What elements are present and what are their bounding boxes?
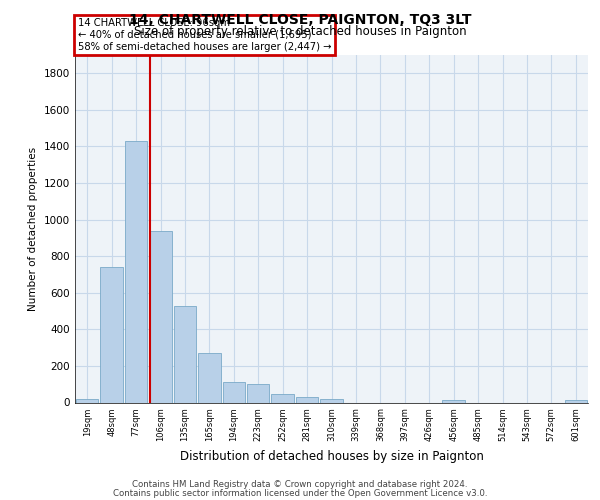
Bar (223, 382, 245, 402)
Text: 14, CHARTWELL CLOSE, PAIGNTON, TQ3 3LT: 14, CHARTWELL CLOSE, PAIGNTON, TQ3 3LT (129, 12, 471, 26)
Bar (247, 384, 269, 402)
Text: Contains public sector information licensed under the Open Government Licence v3: Contains public sector information licen… (113, 488, 487, 498)
Bar (76, 399, 98, 402)
Text: Contains HM Land Registry data © Crown copyright and database right 2024.: Contains HM Land Registry data © Crown c… (132, 480, 468, 489)
Text: 14 CHARTWELL CLOSE: 96sqm
← 40% of detached houses are smaller (1,695)
58% of se: 14 CHARTWELL CLOSE: 96sqm ← 40% of detac… (77, 18, 331, 52)
Bar (442, 400, 465, 402)
Bar (320, 399, 343, 402)
Bar (100, 267, 123, 402)
Bar (271, 394, 294, 402)
X-axis label: Distribution of detached houses by size in Paignton: Distribution of detached houses by size … (179, 450, 484, 462)
Bar (296, 397, 319, 402)
Y-axis label: Number of detached properties: Number of detached properties (28, 146, 38, 311)
Bar (565, 400, 587, 402)
Bar (149, 230, 172, 402)
Bar (125, 141, 148, 403)
Bar (173, 306, 196, 402)
Text: Size of property relative to detached houses in Paignton: Size of property relative to detached ho… (134, 25, 466, 38)
Bar (198, 353, 221, 403)
